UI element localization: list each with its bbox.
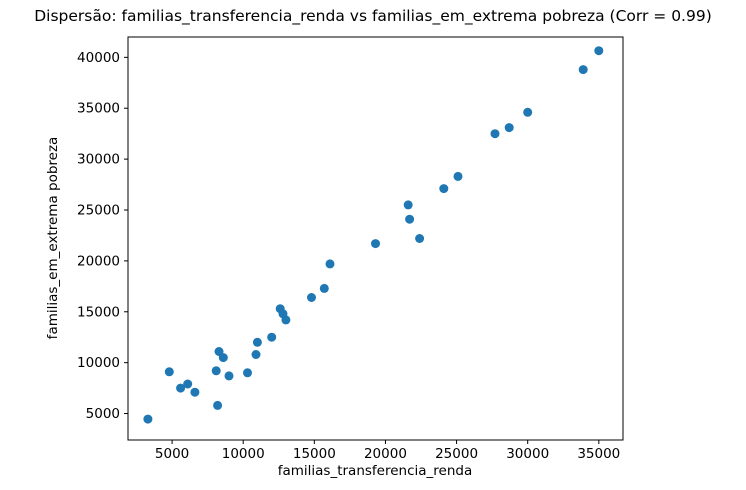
data-point [319,283,329,293]
x-tick-label: 10000 [222,446,265,462]
data-point [224,371,234,381]
data-point [218,353,228,363]
data-point [594,46,604,56]
data-point [176,383,186,393]
data-point [490,129,500,139]
data-point [251,350,261,359]
data-point [164,367,174,377]
data-point [578,65,588,75]
data-point [504,123,514,133]
data-point [190,387,200,397]
data-point [403,200,413,210]
y-tick-label: 20000 [77,253,120,269]
y-axis-label: familias_em_extrema pobreza [45,137,61,340]
data-point [523,107,533,117]
x-tick-label: 15000 [293,446,336,462]
data-point [307,293,316,302]
plot-area-border [127,36,624,441]
chart-title: Dispersão: familias_transferencia_renda … [34,7,712,26]
x-tick-label: 30000 [506,446,549,462]
data-point [405,214,415,224]
y-tick-label: 5000 [86,406,120,422]
data-point [211,366,221,376]
data-point [439,184,449,194]
data-point [325,259,335,269]
data-point [213,400,223,410]
y-tick-label: 25000 [77,203,120,219]
y-tick-label: 15000 [77,304,120,320]
data-point [267,332,277,342]
y-tick-label: 30000 [77,152,120,168]
data-point [415,234,425,243]
x-tick-label: 25000 [435,446,478,462]
y-tick-label: 40000 [77,50,120,66]
data-point [183,379,193,389]
x-tick-label: 5000 [155,446,189,462]
axis-ticks-layer: 5000 10000 15000 20000 25000 30000 35000 5000 10… [77,50,620,462]
x-tick-label: 20000 [364,446,407,462]
y-tick-label: 10000 [77,355,120,371]
data-point [252,337,262,347]
x-axis-label: familias_transferencia_renda [278,463,473,479]
data-point [281,315,291,325]
data-point [453,171,463,181]
x-tick-label: 35000 [577,446,620,462]
y-tick-label: 35000 [77,101,120,117]
data-point [243,368,252,378]
data-point [371,239,380,249]
data-points-layer [143,46,604,424]
data-point [143,414,153,424]
